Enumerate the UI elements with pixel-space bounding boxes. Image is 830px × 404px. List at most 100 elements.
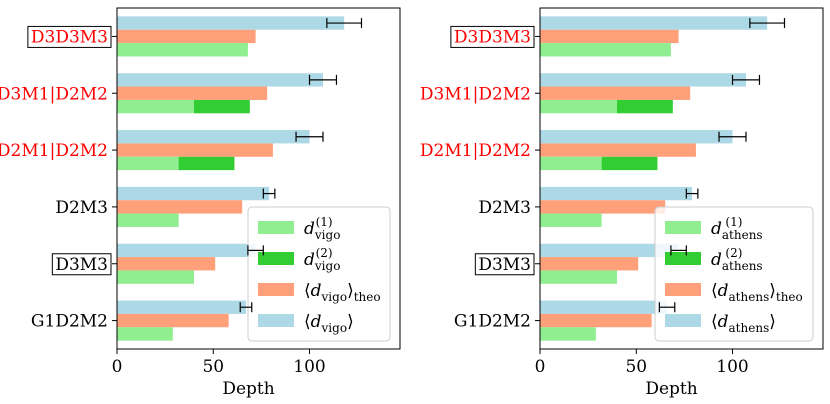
x-axis-label: Depth <box>645 379 697 399</box>
legend-label-d2: dvigo(2) <box>304 246 340 273</box>
bar-d1-G1D2M2 <box>540 327 596 341</box>
bar-mean-D2M3 <box>540 186 693 201</box>
error-bar-D3M1|D2M2 <box>308 74 338 85</box>
y-tick-label-box <box>51 253 112 276</box>
error-bar-D3M1|D2M2 <box>731 74 761 85</box>
x-tick-label: 50 <box>202 357 224 377</box>
bar-d2-D3M1|D2M2 <box>194 99 250 114</box>
y-tick-label-box <box>27 25 112 48</box>
error-bar-D3D3M3 <box>749 18 786 29</box>
bar-mean-G1D2M2 <box>540 300 668 314</box>
error-bar-D2M3 <box>685 188 699 199</box>
bar-theo-D3M1|D2M2 <box>117 86 268 100</box>
error-bar-D2M1|D2M2 <box>718 131 747 142</box>
bar-d2-D3M1|D2M2 <box>617 99 673 114</box>
bar-theo-D2M3 <box>540 200 666 214</box>
y-tick-label: G1D2M2 <box>31 312 108 332</box>
bar-d1-D3M3 <box>540 270 618 284</box>
bar-mean-D3M1|D2M2 <box>540 73 746 87</box>
bar-mean-D3D3M3 <box>117 16 345 30</box>
y-tick-label: D2M3 <box>55 198 108 218</box>
y-tick-label-box <box>450 25 535 48</box>
bar-mean-D3M1|D2M2 <box>117 73 323 87</box>
y-tick-label: D3M1|D2M2 <box>0 84 108 104</box>
x-tick-label: 100 <box>293 357 325 377</box>
bar-mean-D3M3 <box>540 243 679 258</box>
legend-label-mean: ⟨dathens⟩ <box>711 312 776 335</box>
bar-d1-D3M1|D2M2 <box>540 99 618 114</box>
y-tick-label: D3M1|D2M2 <box>420 84 531 104</box>
y-tick-label: D3D3M3 <box>31 27 108 47</box>
error-bar-G1D2M2 <box>239 302 253 313</box>
error-bar-D2M3 <box>262 188 276 199</box>
x-tick-label: 50 <box>625 357 647 377</box>
y-tick-label: D3M3 <box>55 255 108 275</box>
legend-label-theo: ⟨dvigo⟩theo <box>304 281 381 304</box>
y-tick-label: G1D2M2 <box>454 312 531 332</box>
legend-label-d2: dathens(2) <box>711 246 763 273</box>
bar-theo-D2M1|D2M2 <box>540 143 696 157</box>
legend-swatch-mean <box>258 314 294 327</box>
x-tick-label: 0 <box>535 357 546 377</box>
y-tick-label: D2M1|D2M2 <box>0 141 108 161</box>
bar-mean-D3D3M3 <box>540 16 768 30</box>
bar-theo-D2M1|D2M2 <box>117 143 273 157</box>
legend: dathens(1) dathens(2) ⟨dathens⟩theo ⟨dathen… <box>654 206 814 342</box>
legend-label-theo: ⟨dathens⟩theo <box>711 281 803 304</box>
x-tick-label: 0 <box>112 357 123 377</box>
legend-label-d1: dvigo(1) <box>304 215 340 242</box>
y-tick-label: D3M3 <box>478 255 531 275</box>
bar-mean-D2M1|D2M2 <box>540 130 733 144</box>
y-tick-label: D2M3 <box>478 198 531 218</box>
bar-theo-G1D2M2 <box>540 313 652 328</box>
bar-d1-D2M1|D2M2 <box>117 156 179 171</box>
bar-theo-D3D3M3 <box>540 29 679 44</box>
bar-theo-D3M1|D2M2 <box>540 86 691 100</box>
legend-label-d1: dathens(1) <box>711 215 763 242</box>
x-tick-label: 100 <box>716 357 748 377</box>
y-tick-label-box <box>474 253 535 276</box>
legend-swatch-d2 <box>258 252 294 265</box>
bar-d2-D2M1|D2M2 <box>601 156 658 171</box>
bar-d1-D3D3M3 <box>117 43 248 57</box>
bar-d1-D3M1|D2M2 <box>117 99 195 114</box>
bar-theo-G1D2M2 <box>117 313 229 328</box>
error-bar-D3D3M3 <box>326 18 363 29</box>
legend: dvigo(1) dvigo(2) ⟨dvigo⟩theo ⟨dvigo⟩ <box>247 206 391 342</box>
axes-frame <box>539 7 824 350</box>
bar-d1-G1D2M2 <box>117 327 173 341</box>
error-bar-D2M1|D2M2 <box>295 131 324 142</box>
bar-d1-D2M3 <box>540 213 602 227</box>
axes-frame <box>116 7 401 350</box>
bar-d1-D2M3 <box>117 213 179 227</box>
legend-box <box>247 206 391 342</box>
chart-right: dathens(1) dathens(2) ⟨dathens⟩theo ⟨dathen… <box>420 7 824 399</box>
error-bar-D3M3 <box>670 245 687 256</box>
legend-swatch-theo <box>258 283 294 296</box>
bar-mean-D2M1|D2M2 <box>117 130 310 144</box>
bar-mean-D2M3 <box>117 186 270 201</box>
bar-mean-D3M3 <box>117 243 256 258</box>
legend-swatch-d1 <box>665 221 701 234</box>
legend-box <box>654 206 814 342</box>
y-tick-label: D3D3M3 <box>454 27 531 47</box>
bar-theo-D2M3 <box>117 200 243 214</box>
bar-d1-D3D3M3 <box>540 43 671 57</box>
legend-swatch-theo <box>665 283 701 296</box>
bar-theo-D3M3 <box>117 257 216 271</box>
error-bar-G1D2M2 <box>658 302 676 313</box>
legend-swatch-d1 <box>258 221 294 234</box>
legend-label-mean: ⟨dvigo⟩ <box>304 312 354 335</box>
bar-d2-D2M1|D2M2 <box>178 156 235 171</box>
legend-swatch-mean <box>665 314 701 327</box>
x-axis-label: Depth <box>222 379 274 399</box>
bar-theo-D3M3 <box>540 257 639 271</box>
chart-left: dvigo(1) dvigo(2) ⟨dvigo⟩theo ⟨dvigo⟩ 0 50 100… <box>0 7 401 399</box>
bar-mean-G1D2M2 <box>117 300 246 314</box>
bar-d1-D2M1|D2M2 <box>540 156 602 171</box>
error-bar-D3M3 <box>247 245 264 256</box>
bar-d1-D3M3 <box>117 270 195 284</box>
legend-swatch-d2 <box>665 252 701 265</box>
y-tick-label: D2M1|D2M2 <box>420 141 531 161</box>
